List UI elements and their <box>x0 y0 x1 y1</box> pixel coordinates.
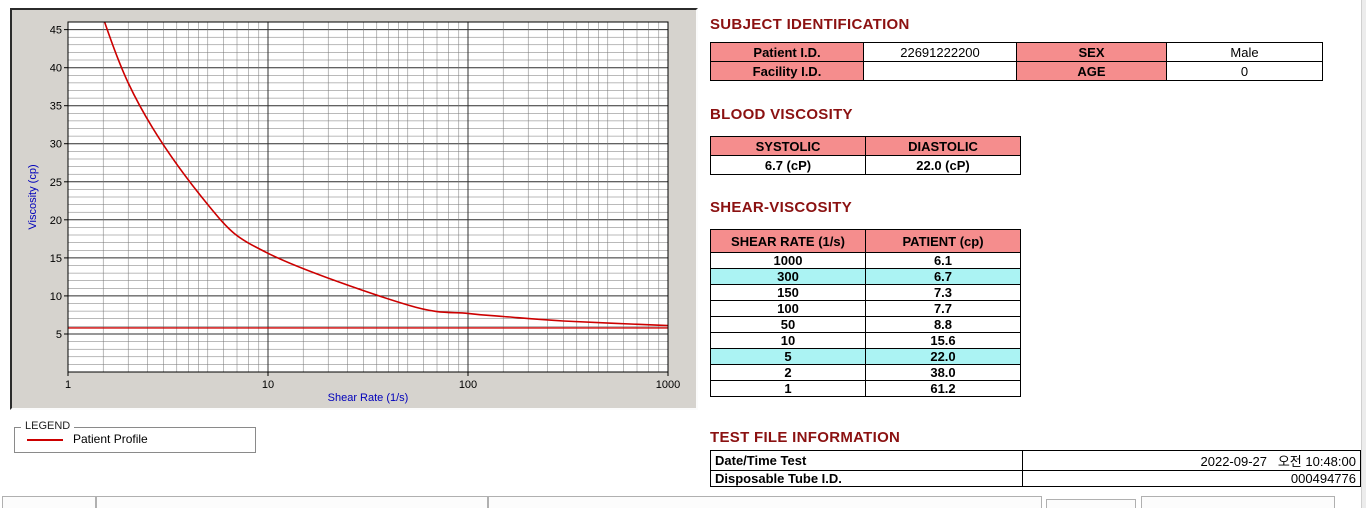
facility-id-label: Facility I.D. <box>710 61 864 81</box>
patient-id-label: Patient I.D. <box>710 42 864 62</box>
shear-rate-cell: 150 <box>710 284 866 301</box>
bottom-panel-stub <box>96 496 488 508</box>
bottom-panel-stub <box>1046 499 1136 508</box>
shear-rate-header: SHEAR RATE (1/s) <box>710 229 866 253</box>
patient-cp-header: PATIENT (cp) <box>865 229 1021 253</box>
subject-table: Patient I.D. 22691222200 SEX Male Facili… <box>710 42 1323 81</box>
test-file-table: Date/Time Test 2022-09-27 오전 10:48:00 Di… <box>710 450 1361 487</box>
patient-cp-cell: 15.6 <box>865 332 1021 349</box>
diastolic-header: DIASTOLIC <box>865 136 1021 156</box>
svg-text:30: 30 <box>50 139 62 151</box>
svg-text:45: 45 <box>50 25 62 37</box>
svg-text:15: 15 <box>50 253 62 265</box>
patient-cp-cell: 7.7 <box>865 300 1021 317</box>
disposable-tube-id-label: Disposable Tube I.D. <box>710 470 1023 487</box>
subject-identification-title: SUBJECT IDENTIFICATION <box>710 16 910 33</box>
svg-text:40: 40 <box>50 63 62 75</box>
svg-text:25: 25 <box>50 177 62 189</box>
viscosity-chart-svg: 5 10 15 20 25 30 35 40 45 1 10 100 1000 Shear Rate (1… <box>27 21 680 404</box>
datetime-test-value: 2022-09-27 오전 10:48:00 <box>1022 450 1361 471</box>
shear-rate-cell: 50 <box>710 316 866 333</box>
table-row: 1 61.2 <box>710 380 1021 397</box>
svg-text:1000: 1000 <box>656 379 680 391</box>
table-row: Disposable Tube I.D. 000494776 <box>710 470 1361 487</box>
blood-viscosity-table: SYSTOLIC DIASTOLIC 6.7 (cP) 22.0 (cP) <box>710 136 1021 175</box>
svg-text:100: 100 <box>459 379 477 391</box>
shear-rate-cell: 1000 <box>710 252 866 269</box>
systolic-header: SYSTOLIC <box>710 136 866 156</box>
patient-cp-cell: 6.1 <box>865 252 1021 269</box>
svg-text:10: 10 <box>262 379 274 391</box>
shear-rate-cell: 2 <box>710 364 866 381</box>
patient-cp-cell: 8.8 <box>865 316 1021 333</box>
table-row: Patient I.D. 22691222200 SEX Male <box>710 42 1323 62</box>
patient-id-value: 22691222200 <box>863 42 1017 62</box>
bottom-panel-stub <box>488 496 1042 508</box>
table-row: 300 6.7 <box>710 268 1021 285</box>
shear-rate-cell: 100 <box>710 300 866 317</box>
table-row: 100 7.7 <box>710 300 1021 317</box>
patient-cp-cell: 6.7 <box>865 268 1021 285</box>
test-file-information-title: TEST FILE INFORMATION <box>710 429 901 446</box>
shear-rate-cell: 10 <box>710 332 866 349</box>
legend-box: LEGEND Patient Profile <box>14 420 256 453</box>
shear-rate-cell: 1 <box>710 380 866 397</box>
table-row: 150 7.3 <box>710 284 1021 301</box>
chart-panel: 5 10 15 20 25 30 35 40 45 1 10 100 1000 Shear Rate (1… <box>10 8 698 410</box>
svg-text:20: 20 <box>50 215 62 227</box>
window-right-border <box>1361 0 1366 508</box>
patient-cp-cell: 7.3 <box>865 284 1021 301</box>
svg-text:35: 35 <box>50 101 62 113</box>
svg-text:Viscosity (cp): Viscosity (cp) <box>27 164 39 229</box>
table-row: 5 22.0 <box>710 348 1021 365</box>
table-row: 50 8.8 <box>710 316 1021 333</box>
table-row: SHEAR RATE (1/s) PATIENT (cp) <box>710 229 1021 253</box>
legend-series-label: Patient Profile <box>73 432 148 446</box>
facility-id-value <box>863 61 1017 81</box>
table-row: Date/Time Test 2022-09-27 오전 10:48:00 <box>710 450 1361 471</box>
patient-cp-cell: 22.0 <box>865 348 1021 365</box>
svg-text:10: 10 <box>50 291 62 303</box>
shear-viscosity-title: SHEAR-VISCOSITY <box>710 199 853 216</box>
patient-cp-cell: 61.2 <box>865 380 1021 397</box>
svg-text:5: 5 <box>56 329 62 341</box>
patient-cp-cell: 38.0 <box>865 364 1021 381</box>
blood-viscosity-title: BLOOD VISCOSITY <box>710 106 853 123</box>
datetime-test-label: Date/Time Test <box>710 450 1023 471</box>
legend-title: LEGEND <box>21 420 75 432</box>
bottom-panel-stub <box>2 496 96 508</box>
svg-text:1: 1 <box>65 379 71 391</box>
age-label: AGE <box>1016 61 1167 81</box>
bottom-panel-stub <box>1141 496 1335 508</box>
systolic-value: 6.7 (cP) <box>710 155 866 175</box>
table-row: 10 15.6 <box>710 332 1021 349</box>
table-row: Facility I.D. AGE 0 <box>710 61 1323 81</box>
diastolic-value: 22.0 (cP) <box>865 155 1021 175</box>
sex-label: SEX <box>1016 42 1167 62</box>
legend-line-swatch <box>27 439 63 441</box>
svg-text:Shear Rate (1/s): Shear Rate (1/s) <box>328 392 409 404</box>
shear-viscosity-table: SHEAR RATE (1/s) PATIENT (cp) 1000 6.1 3… <box>710 229 1021 397</box>
table-row: SYSTOLIC DIASTOLIC <box>710 136 1021 156</box>
shear-rate-cell: 300 <box>710 268 866 285</box>
age-value: 0 <box>1166 61 1323 81</box>
table-row: 1000 6.1 <box>710 252 1021 269</box>
shear-rate-cell: 5 <box>710 348 866 365</box>
disposable-tube-id-value: 000494776 <box>1022 470 1361 487</box>
viscosity-chart: 5 10 15 20 25 30 35 40 45 1 10 100 1000 Shear Rate (1… <box>12 10 696 413</box>
sex-value: Male <box>1166 42 1323 62</box>
table-row: 6.7 (cP) 22.0 (cP) <box>710 155 1021 175</box>
table-row: 2 38.0 <box>710 364 1021 381</box>
